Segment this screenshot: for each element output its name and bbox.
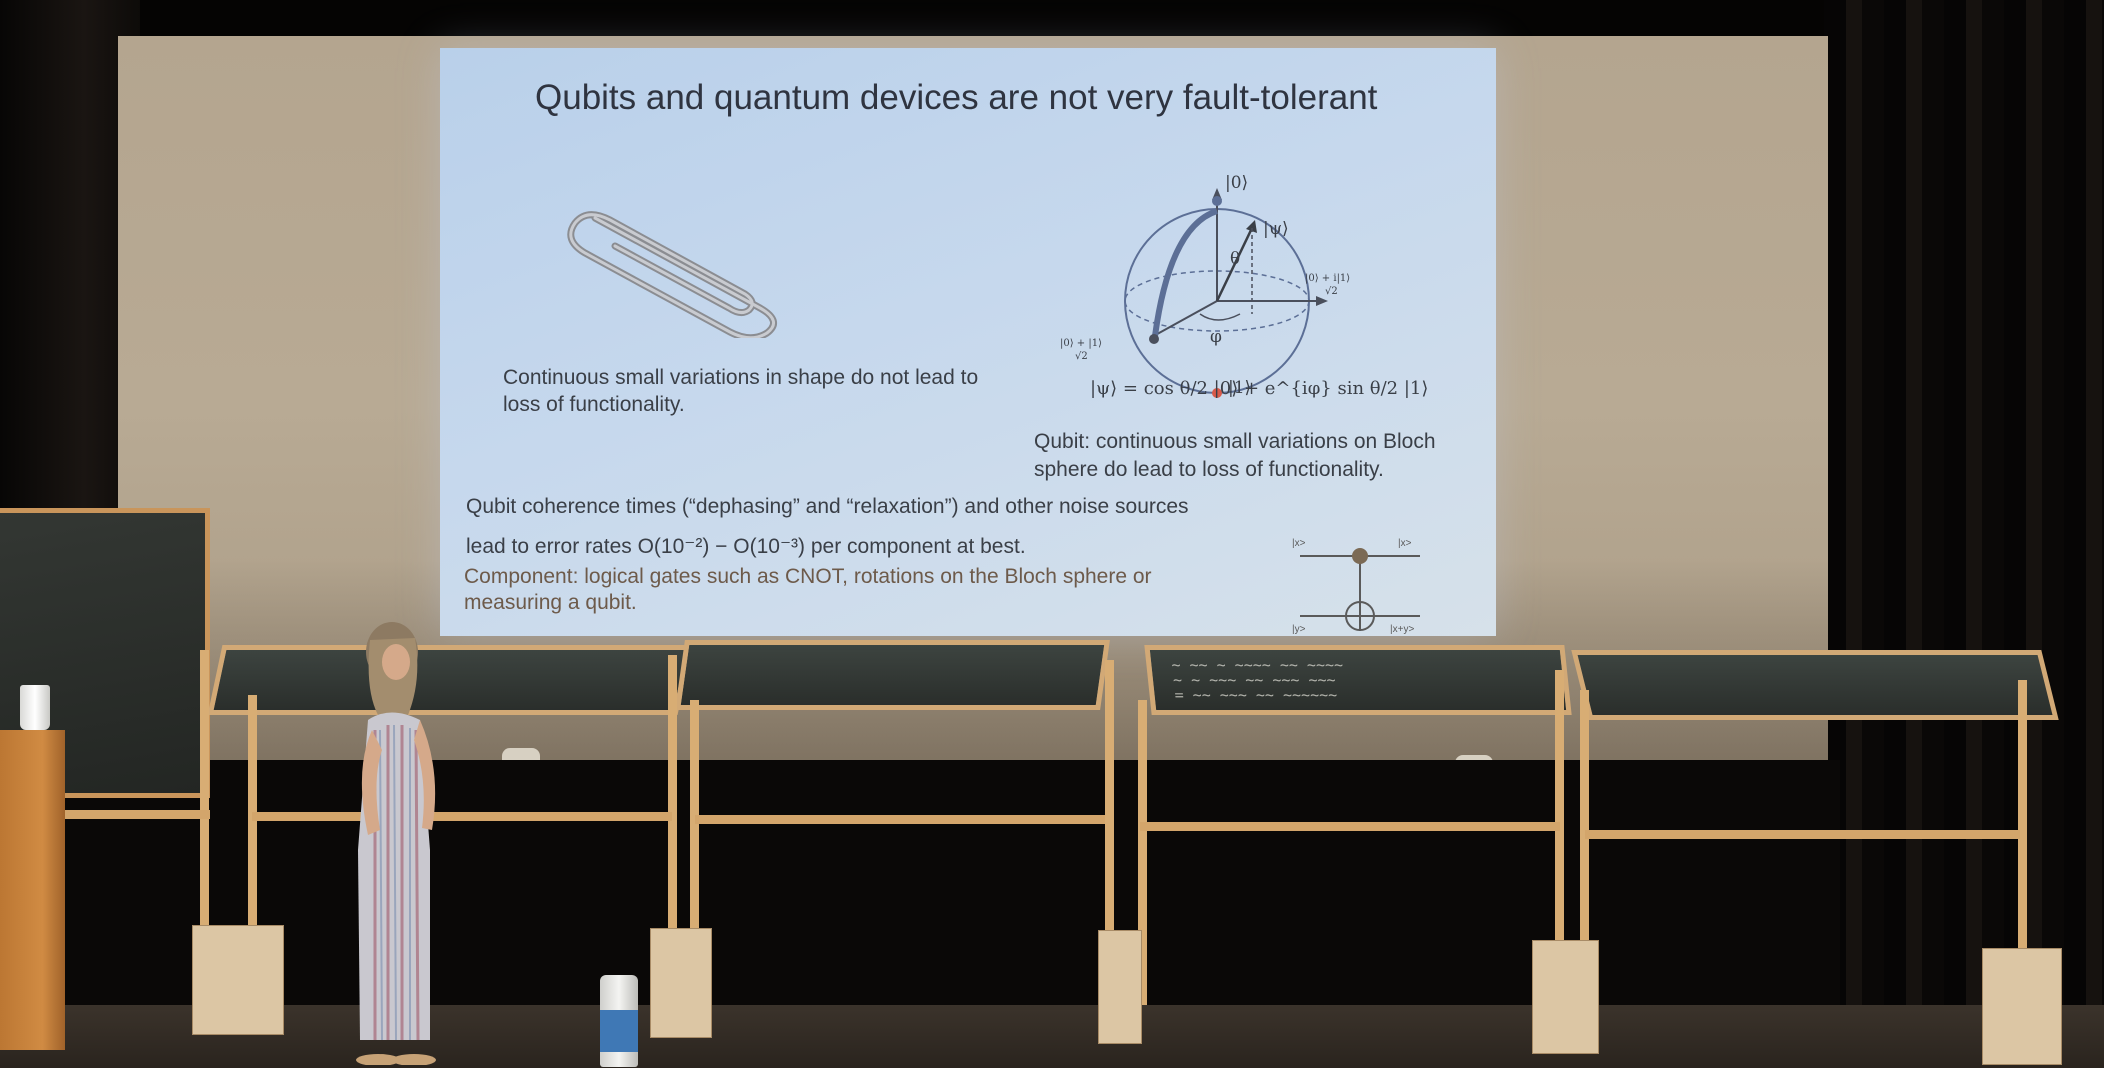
- board-rail: [60, 810, 210, 819]
- paperclip-caption-line-2: loss of functionality.: [503, 393, 685, 416]
- label-psi: |ψ⟩: [1263, 219, 1289, 239]
- label-phi: φ: [1210, 327, 1222, 347]
- label-right-state: |0⟩ + i|1⟩: [1305, 273, 1350, 284]
- paper-cup: [20, 685, 50, 730]
- bottle-label: [600, 1010, 638, 1052]
- bloch-sphere-diagram: |0⟩ |1⟩ |ψ⟩ θ φ |0⟩ + i|1⟩ √2 |0⟩ + |1⟩ …: [1060, 173, 1350, 398]
- circuit-label-bottom-in: |y>: [1292, 624, 1306, 635]
- label-right-sqrt2: √2: [1325, 286, 1338, 297]
- component-line-2: measuring a qubit.: [464, 591, 637, 614]
- board-leg: [200, 650, 209, 1030]
- board-leg: [690, 700, 699, 1030]
- circuit-label-top-in: |x>: [1292, 538, 1306, 549]
- board-foot: [1098, 930, 1142, 1044]
- circuit-label-top-out: |x>: [1398, 538, 1412, 549]
- presenter-figure: [356, 622, 436, 1065]
- component-line-1: Component: logical gates such as CNOT, r…: [464, 565, 1152, 588]
- chalkboard-2: [675, 640, 1110, 710]
- south-pole-point: [1212, 388, 1222, 398]
- board-leg: [1138, 700, 1147, 1040]
- label-theta: θ: [1230, 249, 1240, 269]
- label-ket-1: |1⟩: [1228, 378, 1251, 398]
- label-ket-0: |0⟩: [1225, 173, 1248, 193]
- board-leg: [1580, 690, 1589, 1030]
- board-foot: [192, 925, 284, 1035]
- state-vector: [1215, 227, 1254, 302]
- x-axis: [1149, 300, 1218, 339]
- board-rail: [1140, 822, 1560, 831]
- chalk-writing: ~ ~~ ~ ~~~~ ~~ ~~~~ ~ ~ ~~~ ~~ ~~~ ~~~ = ~…: [1170, 656, 1344, 704]
- board-leg: [248, 695, 257, 1030]
- noise-line-1: Qubit coherence times (“dephasing” and “…: [466, 495, 1189, 518]
- paperclip-icon: [567, 211, 778, 338]
- cnot-circuit-diagram: |x> |x> |y> |x+y>: [1292, 538, 1420, 635]
- board-leg: [1555, 670, 1564, 1030]
- paperclip-caption-line-1: Continuous small variations in shape do …: [503, 366, 979, 389]
- control-dot: [1352, 548, 1368, 564]
- equator-point-left: [1149, 334, 1159, 344]
- board-rail: [695, 815, 1105, 824]
- rotation-path: [1152, 208, 1219, 337]
- north-pole-point: [1212, 196, 1222, 206]
- right-curtain: [1824, 0, 2104, 1068]
- circuit-label-bottom-out: |x+y>: [1390, 624, 1414, 635]
- board-leg: [1105, 660, 1114, 1040]
- slide-title: Qubits and quantum devices are not very …: [535, 78, 1378, 117]
- board-rail: [252, 812, 672, 821]
- podium: [0, 730, 65, 1050]
- target-xor-icon: [1345, 601, 1375, 631]
- ceiling-shadow: [0, 0, 2104, 40]
- projected-slide: Qubits and quantum devices are not very …: [440, 48, 1496, 636]
- board-foot: [1532, 940, 1599, 1054]
- state-equation: |ψ⟩ = cos θ/2 |0⟩ + e^{iφ} sin θ/2 |1⟩: [1090, 378, 1429, 399]
- bloch-caption-line-2: sphere do lead to loss of functionality.: [1034, 458, 1384, 481]
- board-rail: [1585, 830, 2020, 839]
- board-leg: [668, 655, 677, 1030]
- board-leg: [2018, 680, 2027, 1010]
- board-foot: [1982, 948, 2062, 1065]
- chalkboard-3: ~ ~~ ~ ~~~~ ~~ ~~~~ ~ ~ ~~~ ~~ ~~~ ~~~ = ~…: [1144, 645, 1572, 715]
- noise-line-2: lead to error rates O(10⁻²) − O(10⁻³) pe…: [466, 535, 1026, 558]
- label-left-state: |0⟩ + |1⟩: [1060, 338, 1102, 349]
- board-foot: [650, 928, 712, 1038]
- stage-floor: [0, 1005, 2104, 1068]
- label-left-sqrt2: √2: [1075, 351, 1088, 362]
- chalkboard-4: [1571, 650, 2059, 720]
- bloch-caption-line-1: Qubit: continuous small variations on Bl…: [1034, 430, 1436, 453]
